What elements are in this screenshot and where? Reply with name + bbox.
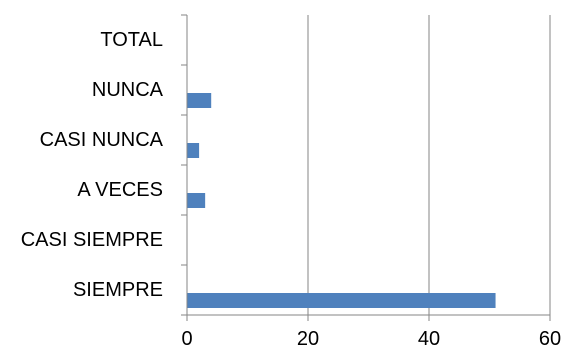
bar-2 bbox=[187, 143, 200, 158]
x-tick-label-0: 0 bbox=[181, 328, 192, 350]
x-tick-label-3: 60 bbox=[539, 328, 561, 350]
bars bbox=[187, 93, 496, 308]
category-label-5: SIEMPRE bbox=[73, 279, 163, 301]
category-label-3: A VECES bbox=[77, 179, 163, 201]
category-label-2: CASI NUNCA bbox=[40, 129, 164, 151]
category-label-0: TOTAL bbox=[100, 29, 163, 51]
category-label-1: NUNCA bbox=[92, 79, 164, 101]
labels: TOTAL NUNCA CASI NUNCA A VECES CASI SIEMPRE S… bbox=[21, 29, 561, 350]
axes bbox=[181, 14, 551, 321]
x-tick-label-1: 20 bbox=[297, 328, 319, 350]
x-tick-label-2: 40 bbox=[418, 328, 440, 350]
bar-5 bbox=[187, 293, 496, 308]
bar-1 bbox=[187, 93, 212, 108]
category-label-4: CASI SIEMPRE bbox=[21, 229, 163, 251]
bar-3 bbox=[187, 193, 206, 208]
gridlines bbox=[307, 15, 551, 315]
